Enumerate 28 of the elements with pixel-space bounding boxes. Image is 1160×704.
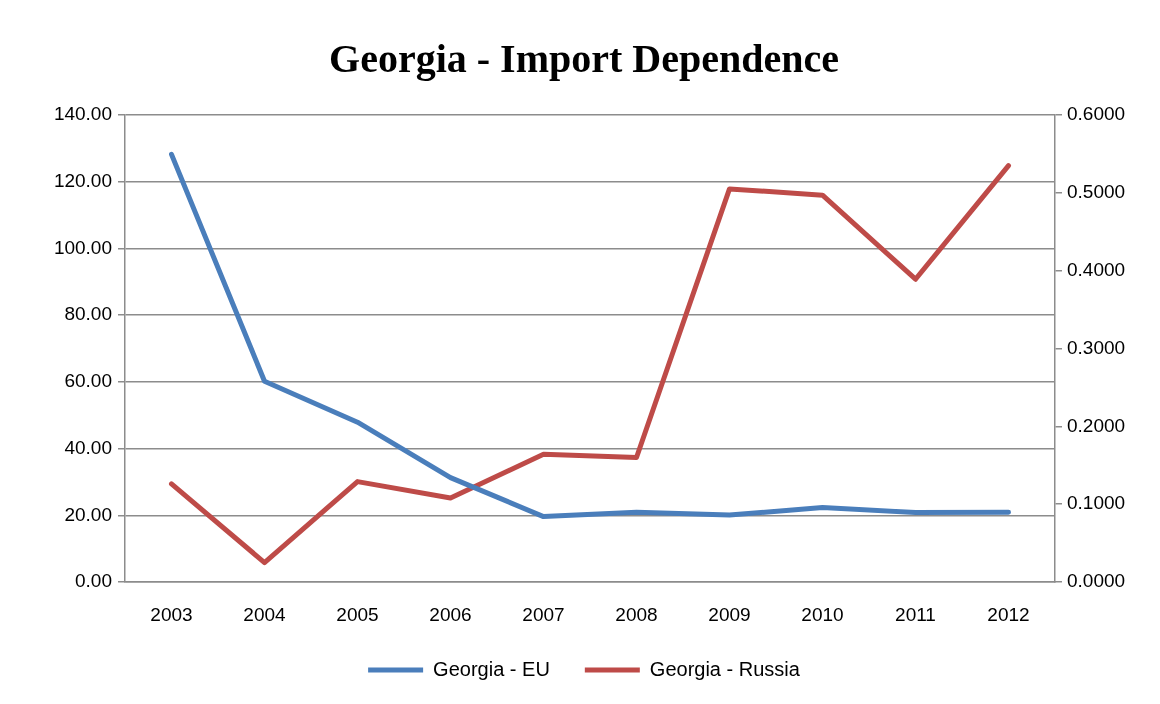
y2-tick-label: 0.1000 — [1067, 492, 1126, 514]
y-tick-label: 100.00 — [53, 236, 112, 258]
legend-label: Georgia - EU — [433, 657, 550, 680]
y-tick-label: 120.00 — [53, 169, 112, 191]
y-tick-label: 0.00 — [75, 570, 112, 592]
x-tick-label: 2007 — [522, 603, 565, 625]
y-tick-label: 140.00 — [53, 103, 112, 125]
y-tick-label: 60.00 — [64, 370, 112, 392]
y2-tick-label: 0.5000 — [1067, 181, 1126, 203]
y2-tick-label: 0.2000 — [1067, 414, 1126, 436]
y2-tick-label: 0.3000 — [1067, 336, 1126, 358]
chart-title: Georgia - Import Dependence — [329, 36, 839, 82]
y2-tick-label: 0.4000 — [1067, 258, 1126, 280]
x-tick-label: 2008 — [615, 603, 658, 625]
x-tick-label: 2004 — [243, 603, 287, 625]
y-tick-label: 80.00 — [64, 303, 112, 325]
x-tick-label: 2003 — [150, 603, 193, 625]
y2-tick-label: 0.0000 — [1067, 570, 1126, 592]
x-tick-label: 2012 — [987, 603, 1030, 625]
y-tick-label: 40.00 — [64, 436, 112, 458]
x-tick-label: 2005 — [336, 603, 379, 625]
y-tick-label: 20.00 — [64, 503, 112, 525]
x-tick-label: 2011 — [895, 603, 936, 625]
legend-label: Georgia - Russia — [649, 657, 801, 680]
y2-tick-label: 0.6000 — [1067, 103, 1126, 125]
x-tick-label: 2010 — [801, 603, 844, 625]
x-tick-label: 2006 — [429, 603, 472, 625]
x-tick-label: 2009 — [708, 603, 751, 625]
